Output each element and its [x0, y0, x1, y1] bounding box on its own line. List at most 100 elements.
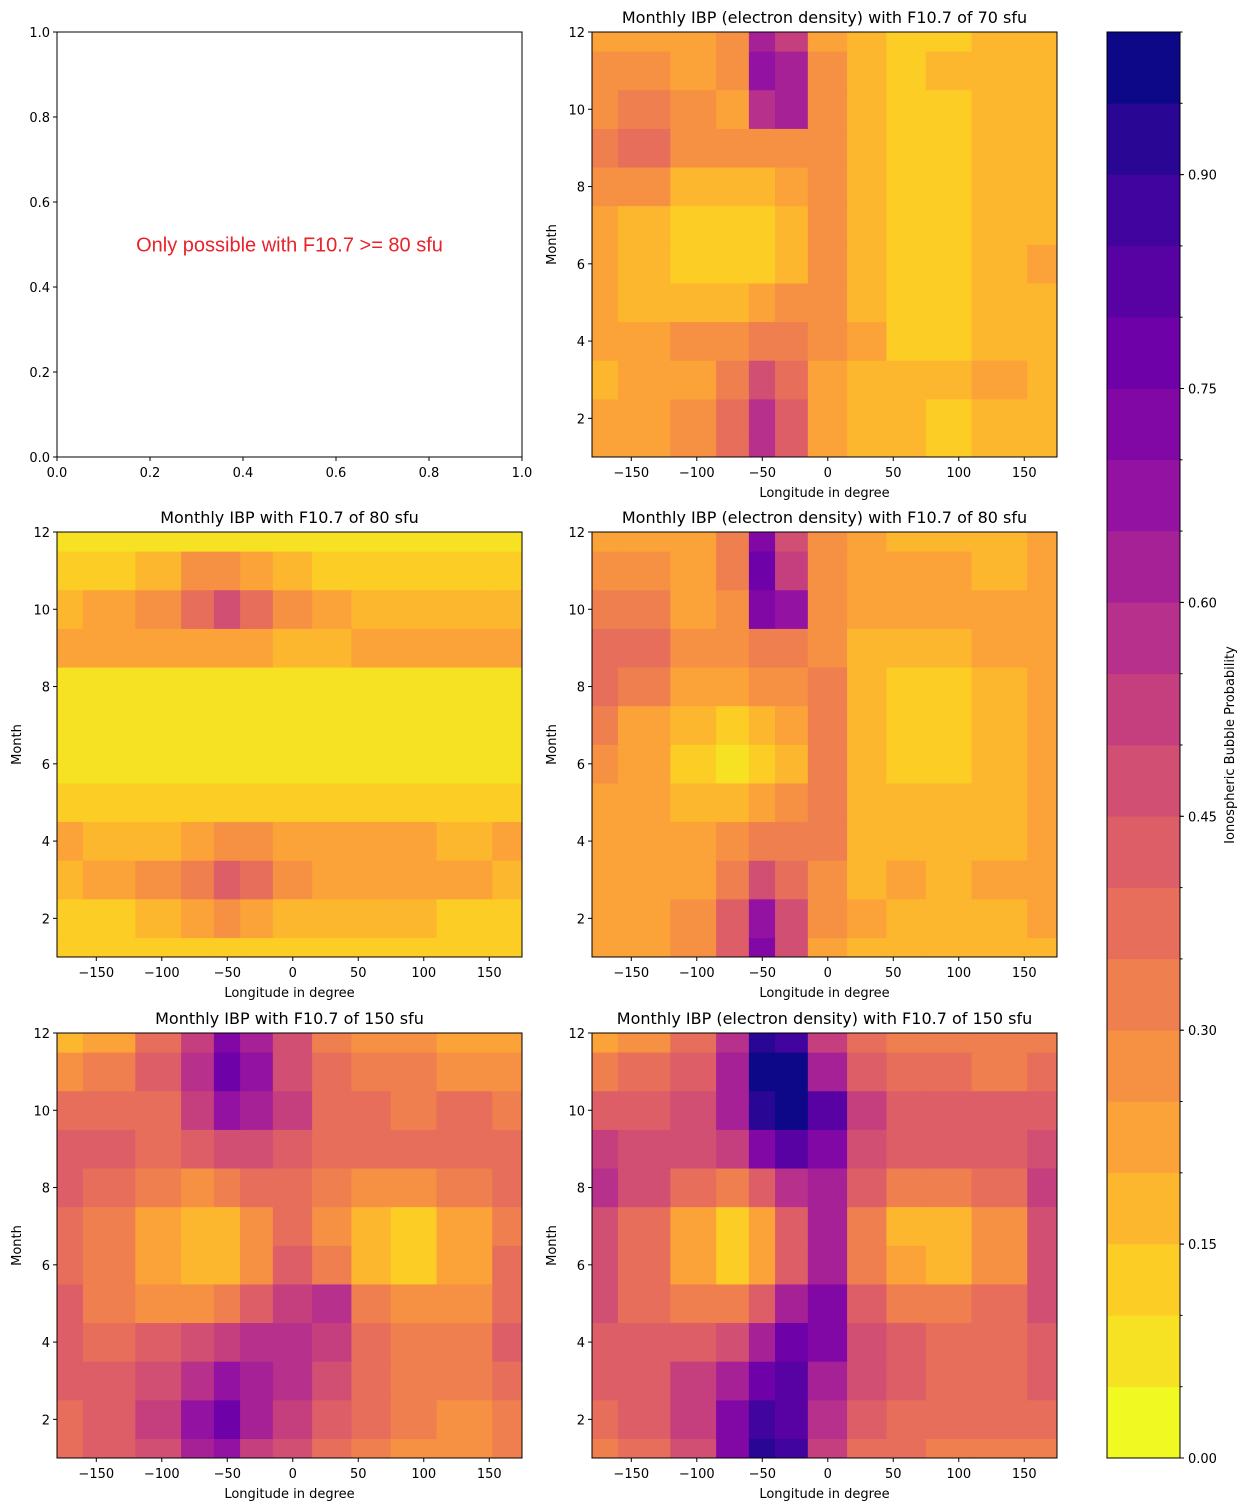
contour-cell [181, 1283, 215, 1324]
contour-cell [925, 1167, 973, 1208]
contour-cell [135, 782, 182, 823]
contour-cell [847, 1206, 888, 1246]
contour-cell [312, 1245, 353, 1285]
contour-cell [886, 860, 927, 900]
colorbar-band [1106, 887, 1181, 960]
contour-cell [886, 1129, 927, 1169]
x-tick-label: 0 [824, 1467, 832, 1482]
x-tick-label: 0.8 [419, 466, 440, 481]
y-tick-label: 0.4 [29, 281, 50, 296]
contour-cell [670, 1361, 717, 1401]
contour-cell [925, 282, 973, 323]
contour-cell [886, 1438, 927, 1459]
y-tick-label: 12 [33, 1027, 50, 1042]
contour-cell [847, 551, 888, 591]
contour-cell [351, 628, 392, 668]
chart-title: Monthly IBP (electron density) with F10.… [622, 508, 1027, 527]
contour-cell [492, 1052, 523, 1092]
contour-cell [436, 666, 493, 707]
y-tick-label: 2 [577, 412, 585, 427]
axes-frame [591, 1032, 1058, 1459]
contour-cell [971, 244, 1028, 284]
contour-cell [390, 551, 438, 591]
contour-cell [716, 531, 750, 552]
contour-cell [716, 1399, 750, 1439]
contour-cell [971, 282, 1028, 323]
contour-cell [591, 628, 619, 668]
x-tick-label: −150 [613, 1467, 649, 1482]
contour-cell [807, 1129, 848, 1169]
contour-cell [213, 898, 241, 938]
contour-cell [390, 628, 438, 668]
contour-cell [971, 360, 1028, 400]
contour-cell [670, 551, 717, 591]
contour-cell [925, 937, 973, 958]
contour-cell [748, 860, 776, 900]
contour-cell [213, 666, 241, 707]
contour-cell [748, 821, 776, 861]
colorbar-band [1106, 530, 1181, 603]
contour-cell [617, 1206, 671, 1246]
contour-cell [886, 31, 927, 52]
contour-cell [213, 1361, 241, 1401]
contour-cell [847, 589, 888, 629]
contour-cell [1027, 89, 1058, 129]
contour-cell [1027, 321, 1058, 361]
contour-cell [1027, 1283, 1058, 1324]
contour-cell [56, 937, 84, 958]
contour-cell [716, 744, 750, 784]
contour-cell [82, 821, 136, 861]
contour-cell [971, 89, 1028, 129]
contour-cell [436, 744, 493, 784]
contour-cell [213, 1032, 241, 1053]
contour-cell [670, 205, 717, 245]
contour-cell [886, 360, 927, 400]
contour-cell [775, 589, 809, 629]
contour-cell [617, 551, 671, 591]
contour-cell [1027, 628, 1058, 668]
contour-cell [617, 360, 671, 400]
contour-cell [670, 782, 717, 823]
contour-cell [847, 282, 888, 323]
contour-cell [135, 551, 182, 591]
contour-cell [617, 398, 671, 438]
x-tick-label: 50 [885, 966, 902, 981]
contour-cell [1027, 128, 1058, 168]
contour-cell [847, 860, 888, 900]
contour-cell [436, 1438, 493, 1459]
contour-cell [807, 1245, 848, 1285]
contour-cell [886, 398, 927, 438]
contour-cell [436, 1090, 493, 1130]
contour-cell [748, 1206, 776, 1246]
contour-cell [617, 782, 671, 823]
contour-cell [82, 782, 136, 823]
contour-cell [748, 51, 776, 91]
contour-cell [925, 1245, 973, 1285]
contour-cell [617, 1032, 671, 1053]
contour-cell [925, 1090, 973, 1130]
contour-cell [1027, 898, 1058, 938]
contour-cell [272, 821, 313, 861]
contour-cell [240, 744, 274, 784]
contour-cell [716, 282, 750, 323]
contour-cell [807, 1322, 848, 1362]
contour-cell [716, 628, 750, 668]
x-tick-label: −100 [144, 966, 180, 981]
contour-cell [847, 821, 888, 861]
contour-cell [971, 821, 1028, 861]
x-tick-label: 0 [289, 1467, 297, 1482]
y-tick-label: 12 [568, 1027, 585, 1042]
contour-cell [272, 937, 313, 958]
contour-cell [390, 1245, 438, 1285]
contour-cell [591, 398, 619, 438]
contour-cell [135, 1129, 182, 1169]
contour-cell [240, 551, 274, 591]
contour-cell [775, 628, 809, 668]
contour-cell [240, 705, 274, 745]
contour-cell [351, 1206, 392, 1246]
contour-cell [135, 860, 182, 900]
x-tick-label: −150 [613, 466, 649, 481]
chart-title: Monthly IBP (electron density) with F10.… [622, 8, 1027, 27]
contour-cell [240, 821, 274, 861]
contour-cell [181, 1399, 215, 1439]
